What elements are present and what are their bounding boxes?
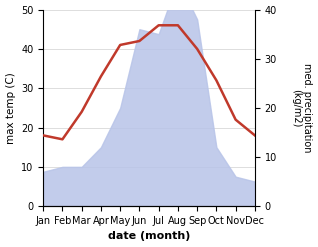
Y-axis label: med. precipitation
(kg/m2): med. precipitation (kg/m2) <box>291 63 313 153</box>
Y-axis label: max temp (C): max temp (C) <box>5 72 16 144</box>
X-axis label: date (month): date (month) <box>108 231 190 242</box>
